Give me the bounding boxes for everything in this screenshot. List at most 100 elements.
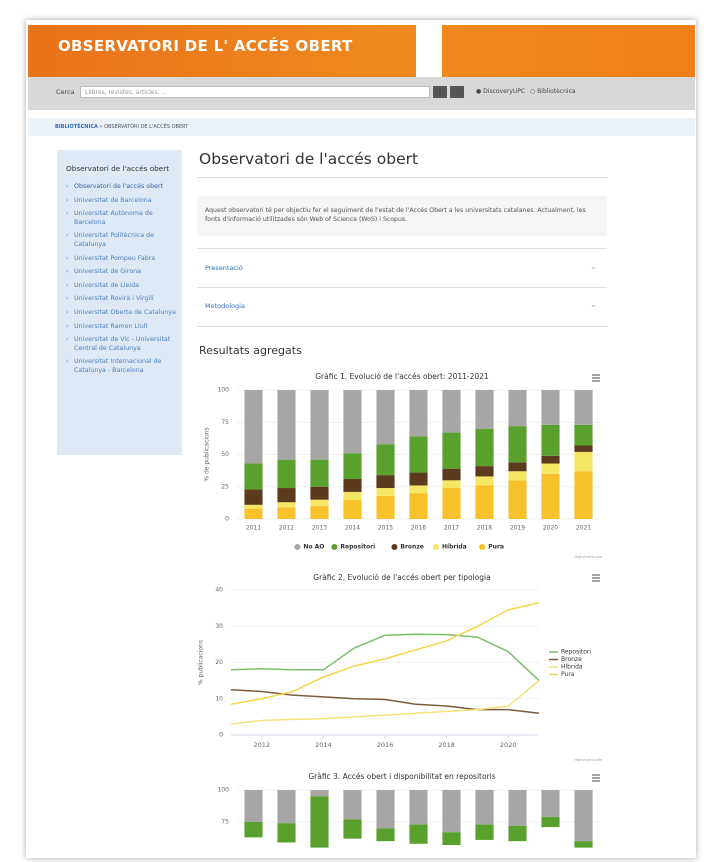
bar-segment xyxy=(343,453,362,480)
bar-segment xyxy=(310,796,329,848)
bar-segment xyxy=(508,462,527,472)
bar-segment xyxy=(376,444,395,476)
line-series xyxy=(230,633,540,682)
bar-segment xyxy=(376,475,395,489)
x-tick-label: 2016 xyxy=(377,741,394,749)
y-tick-label: 10 xyxy=(215,695,223,702)
radio-option[interactable]: ○ Bibliotècnica xyxy=(530,88,576,95)
bar-segment xyxy=(277,488,296,503)
accordion-item[interactable]: Metodologia xyxy=(205,302,245,310)
x-tick-label: 2016 xyxy=(411,525,426,532)
bar-segment xyxy=(442,488,461,519)
sidebar-link[interactable]: Universitat Oberta de Catalunya xyxy=(66,309,176,318)
banner-gap xyxy=(416,25,442,77)
bar-segment xyxy=(475,428,494,467)
bar-segment xyxy=(442,390,461,433)
advanced-button[interactable] xyxy=(450,86,464,98)
chart-title: Gràfic 1. Evolució de l'accés obert: 201… xyxy=(315,372,489,381)
bar-segment xyxy=(541,816,560,828)
title-rule xyxy=(197,177,607,178)
search-bar: Cerca Llibres, revistes, articles, ... ●… xyxy=(28,77,695,110)
bar-segment xyxy=(475,476,494,486)
legend-swatch xyxy=(479,544,486,550)
bar-segment xyxy=(277,390,296,460)
x-tick-label: 2018 xyxy=(477,525,492,532)
x-tick-label: 2012 xyxy=(279,525,294,532)
x-tick-label: 2014 xyxy=(315,741,332,749)
chart-title: Gràfic 2. Evolució de l'accés obert per … xyxy=(313,573,490,582)
radio-option[interactable]: ● DiscoveryUPC xyxy=(476,88,525,95)
sidebar-link[interactable]: Universitat Internacional de Catalunya -… xyxy=(66,358,176,375)
legend-label: Repositori xyxy=(340,544,375,551)
sidebar-link[interactable]: Universitat Rovira i Virgili xyxy=(66,295,176,304)
x-tick-label: 2012 xyxy=(254,741,271,749)
sidebar-link[interactable]: Universitat de Girona xyxy=(66,268,176,277)
bar-segment xyxy=(541,463,560,474)
bar-segment xyxy=(541,790,560,817)
bar-segment xyxy=(376,495,395,519)
y-tick-label: 30 xyxy=(215,623,223,630)
accordion-rule xyxy=(197,287,607,288)
search-input[interactable]: Llibres, revistes, articles, ... xyxy=(80,86,430,98)
bar-segment xyxy=(376,790,395,829)
chevron: ⌄ xyxy=(590,300,597,309)
bar-segment xyxy=(343,819,362,839)
site-title[interactable]: OBSERVATORI DE L' ACCÉS OBERT xyxy=(58,37,353,55)
search-button[interactable] xyxy=(433,86,447,98)
chevron: ⌄ xyxy=(590,262,597,271)
bar-segment xyxy=(277,459,296,489)
bar-segment xyxy=(508,426,527,463)
sidebar-link[interactable]: Universitat de Vic - Universitat Central… xyxy=(66,336,176,353)
sidebar-link[interactable]: Universitat Politècnica de Catalunya xyxy=(66,232,176,249)
bar-segment xyxy=(442,432,461,469)
bar-segment xyxy=(244,822,263,838)
sidebar-list: Observatori de l'accés obert Universitat … xyxy=(66,183,176,381)
bar-segment xyxy=(442,468,461,481)
bar-segment xyxy=(277,823,296,843)
y-tick-label: 75 xyxy=(221,419,229,426)
bar-segment xyxy=(343,491,362,500)
breadcrumb-link[interactable]: BIBLIOTÈCNICA xyxy=(55,124,98,130)
bar-segment xyxy=(508,480,527,519)
bar-segment xyxy=(475,485,494,519)
x-tick-label: 2020 xyxy=(543,525,558,532)
breadcrumb: BIBLIOTÈCNICA » OBSERVATORI DE L'ACCÉS O… xyxy=(28,118,695,136)
bar-segment xyxy=(409,472,428,486)
bar-segment xyxy=(409,390,428,437)
y-tick-label: 0 xyxy=(225,516,229,523)
sidebar-link[interactable]: Observatori de l'accés obert xyxy=(66,183,176,192)
sidebar-link[interactable]: Universitat de Lleida xyxy=(66,282,176,291)
sidebar-link[interactable]: Universitat Pompeu Fabra xyxy=(66,255,176,264)
bar-segment xyxy=(442,790,461,833)
bar-segment xyxy=(508,825,527,842)
bar-segment xyxy=(343,479,362,492)
bar-segment xyxy=(244,390,263,464)
y-tick-label: 50 xyxy=(221,451,229,458)
bar-segment xyxy=(409,485,428,494)
bar-segment xyxy=(277,507,296,519)
line-series xyxy=(230,688,540,715)
bar-segment xyxy=(409,824,428,844)
bar-segment xyxy=(310,390,329,460)
y-tick-label: 100 xyxy=(218,387,230,394)
y-tick-label: 40 xyxy=(215,587,223,594)
x-tick-label: 2015 xyxy=(378,525,393,532)
section-title: Resultats agregats xyxy=(199,344,302,357)
bar-segment xyxy=(277,502,296,508)
legend-label: Repositori xyxy=(561,649,591,656)
bar-segment xyxy=(409,436,428,473)
bar-segment xyxy=(508,471,527,481)
bar-segment xyxy=(574,424,593,446)
sidebar-link[interactable]: Universitat Ramon Llull xyxy=(66,323,176,332)
x-tick-label: 2011 xyxy=(246,525,261,532)
accordion-rule xyxy=(197,326,607,327)
legend-swatch xyxy=(331,544,338,550)
sidebar-link[interactable]: Universitat de Barcelona xyxy=(66,197,176,206)
sidebar-title: Observatori de l'accés obert xyxy=(66,164,170,173)
bar-segment xyxy=(475,390,494,429)
sidebar-link[interactable]: Universitat Autònoma de Barcelona xyxy=(66,210,176,227)
bar-segment xyxy=(574,471,593,519)
accordion-item[interactable]: Presentació xyxy=(205,264,243,272)
